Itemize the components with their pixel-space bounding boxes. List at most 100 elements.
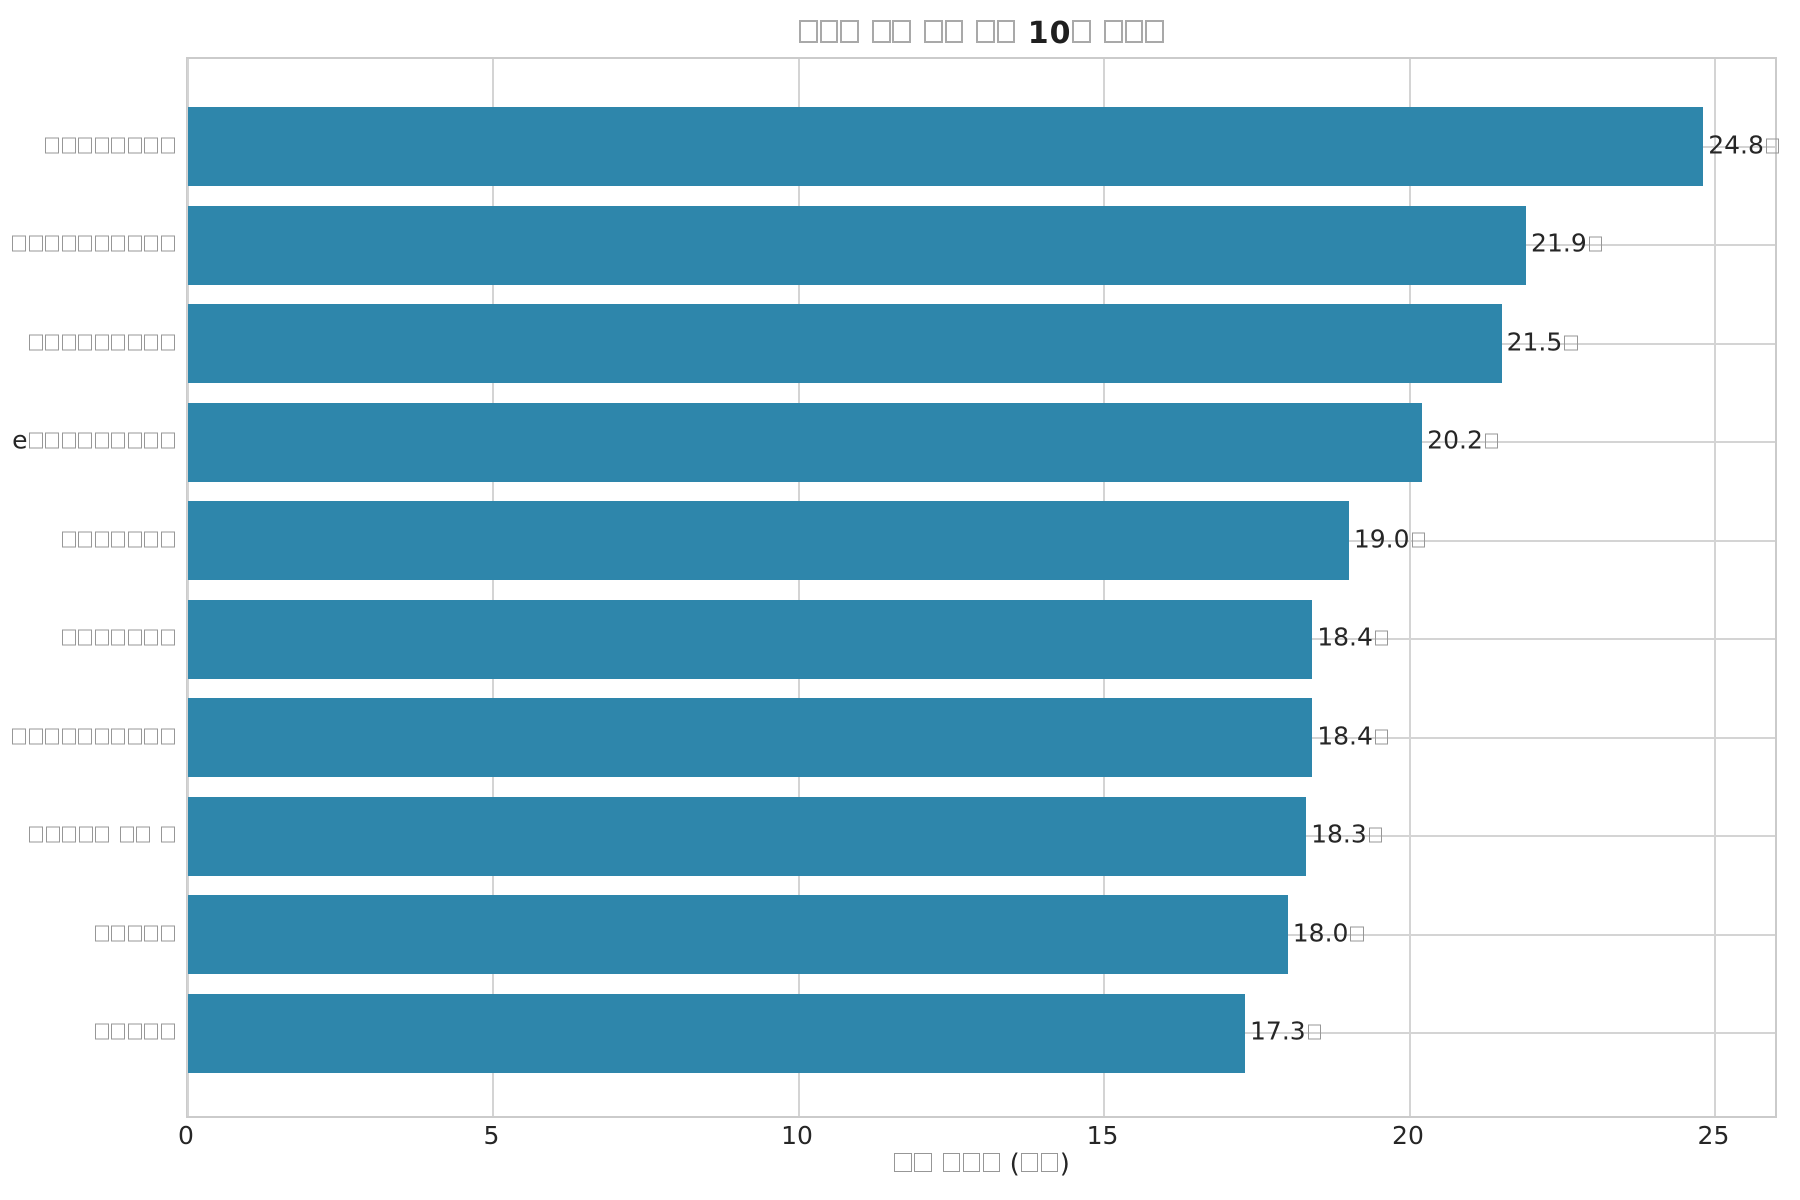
missing-glyph-box <box>144 925 159 941</box>
missing-glyph-box <box>94 137 109 153</box>
missing-glyph-box <box>1374 729 1389 744</box>
plot-area <box>186 57 1777 1118</box>
missing-glyph-box <box>1374 630 1389 646</box>
bar-value-label: 18.4 <box>1317 623 1389 652</box>
x-gridline <box>1408 59 1411 1116</box>
missing-glyph-box <box>111 1023 126 1040</box>
missing-glyph-box <box>28 334 43 350</box>
missing-glyph-box <box>78 728 93 744</box>
missing-glyph-box <box>160 432 175 449</box>
x-gridline <box>187 59 189 1116</box>
missing-glyph-box <box>160 925 175 941</box>
missing-glyph-box <box>127 925 142 941</box>
bar-row-4 <box>188 402 1423 482</box>
y-category-label <box>0 524 176 553</box>
missing-glyph-box <box>111 334 126 350</box>
missing-glyph-box <box>976 19 996 43</box>
missing-glyph-box <box>894 1153 912 1172</box>
missing-glyph-box <box>94 1023 109 1040</box>
missing-glyph-box <box>111 432 126 449</box>
y-category-label: e <box>0 426 176 455</box>
missing-glyph-box <box>1588 236 1603 252</box>
x-tick-label: 20 <box>1392 1121 1424 1150</box>
missing-glyph-box <box>94 728 109 744</box>
missing-glyph-box <box>1765 138 1780 153</box>
missing-glyph-box <box>28 235 43 252</box>
missing-glyph-box <box>78 334 93 350</box>
missing-glyph-box <box>1021 1153 1039 1172</box>
missing-glyph-box <box>144 531 159 547</box>
bar-value-label: 18.3 <box>1311 820 1383 849</box>
y-category-label <box>0 130 176 159</box>
missing-glyph-box <box>127 137 142 153</box>
x-axis-label: () <box>186 1149 1777 1179</box>
missing-glyph-box <box>95 826 110 843</box>
bar-row-5 <box>188 501 1349 580</box>
missing-glyph-box <box>111 925 126 941</box>
bar-row-7 <box>188 698 1313 777</box>
missing-glyph-box <box>127 1023 142 1040</box>
missing-glyph-box <box>160 629 175 646</box>
missing-glyph-box <box>819 19 839 43</box>
bar-row-3 <box>188 304 1502 383</box>
missing-glyph-box <box>61 235 76 252</box>
missing-glyph-box <box>45 137 60 153</box>
missing-glyph-box <box>127 531 142 547</box>
x-tick-label: 10 <box>781 1121 813 1150</box>
missing-glyph-box <box>61 728 76 744</box>
missing-glyph-box <box>119 826 134 843</box>
x-gridline <box>1714 59 1717 1116</box>
missing-glyph-box <box>45 235 60 252</box>
missing-glyph-box <box>982 1153 1001 1172</box>
missing-glyph-box <box>78 826 93 843</box>
missing-glyph-box <box>144 629 159 646</box>
missing-glyph-box <box>1307 1024 1322 1040</box>
y-category-label <box>0 721 176 750</box>
missing-glyph-box <box>45 826 60 843</box>
missing-glyph-box <box>127 432 142 449</box>
missing-glyph-box <box>160 826 175 843</box>
missing-glyph-box <box>942 1153 961 1172</box>
missing-glyph-box <box>127 629 142 646</box>
missing-glyph-box <box>996 19 1016 43</box>
missing-glyph-box <box>1484 433 1499 449</box>
missing-glyph-box <box>924 19 943 43</box>
x-gridline <box>1103 59 1106 1116</box>
missing-glyph-box <box>45 728 60 744</box>
missing-glyph-box <box>94 925 109 941</box>
bar-row-8 <box>188 796 1307 876</box>
missing-glyph-box <box>160 137 175 153</box>
missing-glyph-box <box>144 334 159 350</box>
x-tick-label: 0 <box>178 1121 194 1150</box>
missing-glyph-box <box>160 728 175 744</box>
missing-glyph-box <box>12 728 27 744</box>
missing-glyph-box <box>872 19 891 43</box>
missing-glyph-box <box>28 728 43 744</box>
missing-glyph-box <box>111 235 126 252</box>
bar-value-label: 18.4 <box>1317 721 1389 750</box>
missing-glyph-box <box>78 629 93 646</box>
missing-glyph-box <box>127 728 142 744</box>
y-category-label <box>0 820 176 849</box>
x-tick-label: 5 <box>483 1121 500 1150</box>
bar-row-9 <box>188 895 1288 974</box>
missing-glyph-box <box>1350 926 1364 941</box>
missing-glyph-box <box>1144 19 1164 43</box>
x-gridline <box>797 59 800 1116</box>
y-category-label <box>0 229 176 258</box>
missing-glyph-box <box>1368 827 1383 843</box>
bar-value-label: 17.3 <box>1250 1017 1322 1046</box>
missing-glyph-box <box>144 432 159 449</box>
missing-glyph-box <box>111 629 126 646</box>
missing-glyph-box <box>914 1153 932 1172</box>
missing-glyph-box <box>160 531 175 547</box>
bar-value-label: 18.0 <box>1293 918 1365 947</box>
missing-glyph-box <box>61 432 76 449</box>
missing-glyph-box <box>78 531 93 547</box>
bar-value-label: 21.5 <box>1507 327 1579 356</box>
missing-glyph-box <box>78 235 93 252</box>
missing-glyph-box <box>61 629 76 646</box>
missing-glyph-box <box>144 1023 159 1040</box>
missing-glyph-box <box>45 334 60 350</box>
